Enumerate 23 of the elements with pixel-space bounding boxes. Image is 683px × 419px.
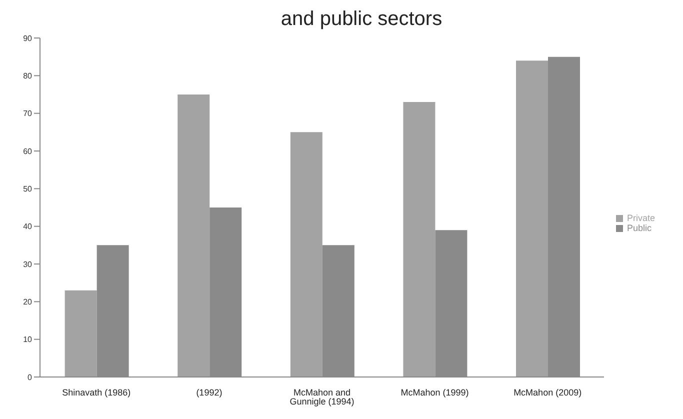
bar — [178, 94, 210, 377]
x-tick-label: McMahon (2009) — [514, 387, 582, 398]
y-tick-label: 20 — [23, 298, 33, 307]
y-tick-label: 90 — [23, 34, 33, 43]
y-tick-label: 0 — [28, 372, 33, 382]
y-tick-label: 10 — [23, 335, 33, 344]
bar — [516, 60, 548, 377]
bar — [403, 102, 436, 377]
legend-label: Public — [626, 222, 652, 232]
bar — [290, 132, 322, 377]
y-tick-label: 40 — [23, 222, 33, 232]
y-tick-label: 30 — [23, 260, 33, 269]
y-tick-label: 50 — [23, 184, 33, 194]
bar — [64, 290, 97, 377]
y-tick-label: 80 — [23, 72, 33, 81]
y-tick-label: 70 — [23, 109, 33, 118]
y-tick-label: 60 — [23, 146, 33, 156]
x-tick-label: Shinavath (1986) — [62, 387, 131, 398]
x-tick-label: (1992) — [196, 387, 222, 398]
legend-label: Private — [626, 212, 655, 222]
chart-title: and public sectors — [280, 8, 444, 32]
x-tick-label: McMahon (1999) — [400, 387, 469, 398]
x-tick-label: McMahon and Gunnigle (1994) — [290, 387, 354, 406]
